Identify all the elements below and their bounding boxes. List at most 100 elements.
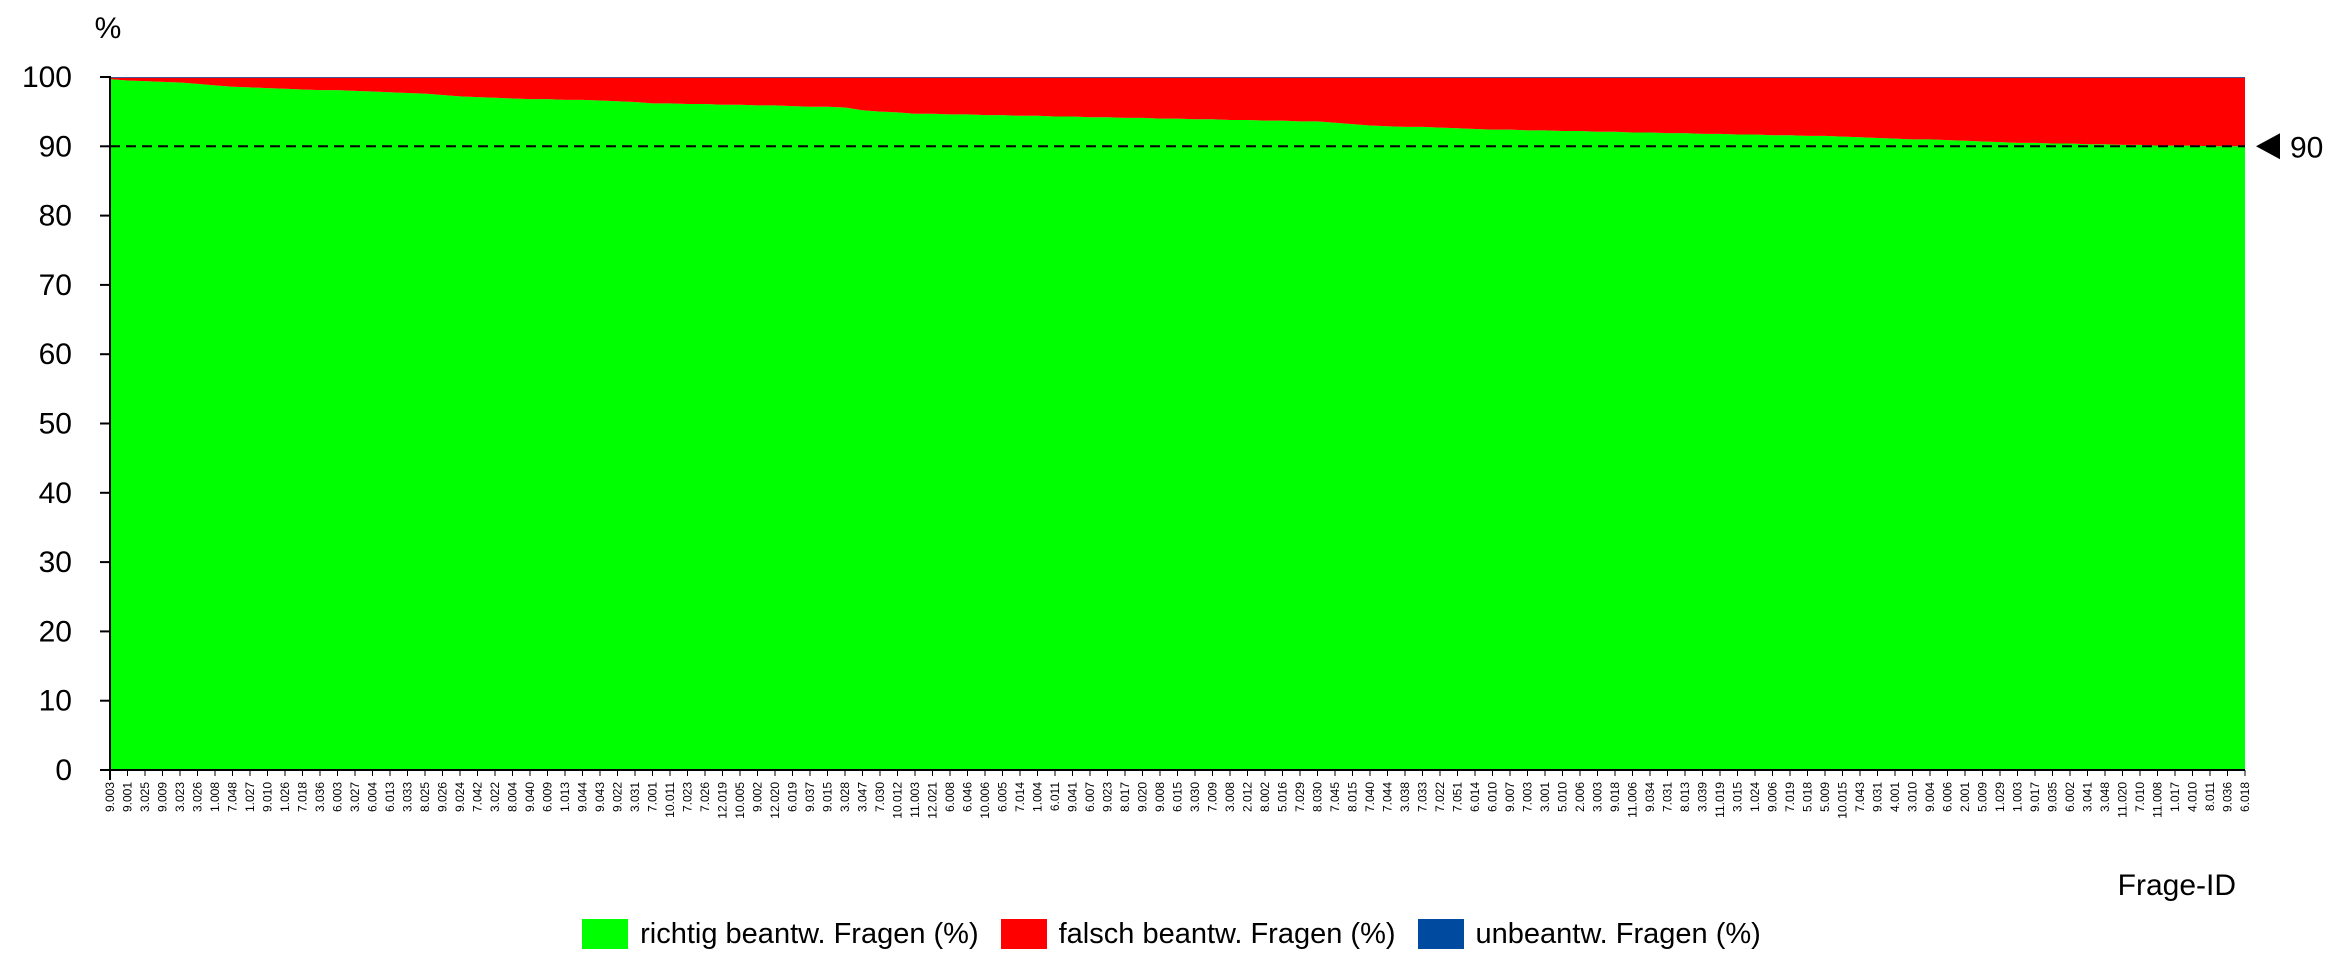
x-tick-label: 9.004	[1923, 782, 1937, 812]
x-tick-label: 9.020	[1136, 782, 1150, 812]
x-tick-label: 2.012	[1241, 782, 1255, 812]
x-tick-label: 3.025	[138, 782, 152, 812]
x-tick-label: 9.009	[156, 782, 170, 812]
x-tick-label: 1.013	[558, 782, 572, 812]
axes-group	[100, 76, 2246, 780]
x-tick-label: 8.004	[506, 782, 520, 812]
x-tick-label: 10.006	[978, 782, 992, 819]
x-tick-label: 9.022	[611, 782, 625, 812]
x-tick-label: 1.029	[1993, 782, 2007, 812]
x-tick-label: 8.013	[1678, 782, 1692, 812]
x-tick-label: 7.040	[1363, 782, 1377, 812]
x-tick-label: 1.004	[1031, 782, 1045, 812]
legend-label-unanswered: unbeantw. Fragen (%)	[1475, 917, 1761, 950]
x-tick-label: 8.015	[1346, 782, 1360, 812]
x-tick-label: 7.048	[226, 782, 240, 812]
x-tick-label: 7.014	[1013, 782, 1027, 812]
x-tick-label: 8.011	[2203, 782, 2217, 811]
x-tick-label: 11.003	[908, 782, 922, 818]
x-tick-label: 6.009	[541, 782, 555, 812]
x-tick-label: 7.019	[1783, 782, 1797, 812]
x-tick-label: 6.005	[996, 782, 1010, 812]
x-tick-label: 6.010	[1486, 782, 1500, 812]
x-tick-label: 7.026	[698, 782, 712, 812]
area-unanswered	[110, 77, 2245, 78]
x-tick-label: 3.047	[856, 782, 870, 812]
x-tick-label: 9.007	[1503, 782, 1517, 812]
x-tick-label: 2.001	[1958, 782, 1972, 812]
x-tick-label: 1.024	[1748, 782, 1762, 812]
x-tick-label: 9.035	[2046, 782, 2060, 812]
x-tick-label: 8.030	[1311, 782, 1325, 812]
x-tick-label: 9.041	[1066, 782, 1080, 812]
x-tick-label: 6.003	[331, 782, 345, 812]
legend-swatch-correct	[582, 919, 629, 949]
x-tick-label: 9.003	[103, 782, 117, 812]
x-tick-label: 7.043	[1853, 782, 1867, 812]
x-tick-label: 6.004	[366, 782, 380, 812]
legend-label-wrong: falsch beantw. Fragen (%)	[1058, 917, 1396, 950]
x-tick-label: 4.010	[2186, 782, 2200, 812]
x-tick-label: 6.019	[786, 782, 800, 812]
legend-swatch-unanswered	[1417, 919, 1464, 949]
y-tick-label: 10	[39, 685, 72, 718]
y-axis-label: %	[95, 12, 122, 45]
x-tick-label: 6.006	[1941, 782, 1955, 812]
x-tick-label: 3.031	[628, 782, 642, 812]
x-tick-label: 9.040	[523, 782, 537, 812]
y-tick-label: 50	[39, 408, 72, 441]
x-tick-label: 7.018	[296, 782, 310, 812]
x-tick-label: 1.008	[208, 782, 222, 812]
x-tick-label: 7.042	[471, 782, 485, 812]
x-tick-label: 9.043	[593, 782, 607, 812]
y-tick-label: 80	[39, 200, 72, 233]
x-tick-label: 9.026	[436, 782, 450, 812]
x-tick-label: 5.018	[1801, 782, 1815, 812]
x-tick-label: 6.008	[943, 782, 957, 812]
y-tick-label: 30	[39, 546, 72, 579]
y-tick-label: 20	[39, 615, 72, 648]
x-tick-label: 1.027	[243, 782, 257, 812]
x-tick-label: 10.011	[663, 782, 677, 818]
x-tick-label: 12.019	[716, 782, 730, 819]
x-tick-label: 1.003	[2011, 782, 2025, 812]
x-tick-label: 3.028	[838, 782, 852, 812]
x-tick-label: 7.031	[1661, 782, 1675, 812]
x-tick-label: 1.017	[2168, 782, 2182, 812]
x-tick-label: 8.002	[1258, 782, 1272, 812]
x-tick-label: 10.005	[733, 782, 747, 819]
x-tick-label: 3.001	[1538, 782, 1552, 812]
x-tick-label: 12.020	[768, 782, 782, 819]
area-correct	[110, 79, 2245, 771]
x-tick-label: 9.015	[821, 782, 835, 812]
x-tick-label: 9.006	[1766, 782, 1780, 812]
x-tick-label: 3.022	[488, 782, 502, 812]
x-tick-label: 7.033	[1416, 782, 1430, 812]
x-tick-label: 1.026	[278, 782, 292, 812]
x-tick-label: 9.036	[2221, 782, 2235, 812]
area-wrong	[110, 77, 2245, 147]
x-tick-labels: 9.003 9.001 3.025 9.009 3.023 3.026 1.008 7.048…	[103, 782, 2252, 819]
x-tick-label: 5.010	[1556, 782, 1570, 812]
x-tick-label: 9.023	[1101, 782, 1115, 812]
x-tick-label: 7.029	[1293, 782, 1307, 812]
reference-line-label: 90	[2290, 131, 2323, 164]
x-tick-label: 11.008	[2151, 782, 2165, 818]
x-tick-label: 6.007	[1083, 782, 1097, 812]
x-tick-label: 9.037	[803, 782, 817, 812]
reference-line-group: 90	[110, 131, 2323, 164]
x-tick-label: 6.014	[1468, 782, 1482, 812]
x-tick-label: 7.044	[1381, 782, 1395, 812]
x-tick-label: 3.015	[1731, 782, 1745, 812]
x-tick-label: 3.027	[348, 782, 362, 812]
x-tick-label: 3.048	[2098, 782, 2112, 812]
x-tick-label: 9.018	[1608, 782, 1622, 812]
x-tick-label: 7.010	[2133, 782, 2147, 812]
x-tick-label: 6.013	[383, 782, 397, 812]
x-tick-label: 5.016	[1276, 782, 1290, 812]
legend-swatch-wrong	[1000, 919, 1047, 949]
legend-item-unanswered: unbeantw. Fragen (%)	[1417, 917, 1761, 951]
x-tick-label: 3.010	[1906, 782, 1920, 812]
x-tick-label: 7.030	[873, 782, 887, 812]
